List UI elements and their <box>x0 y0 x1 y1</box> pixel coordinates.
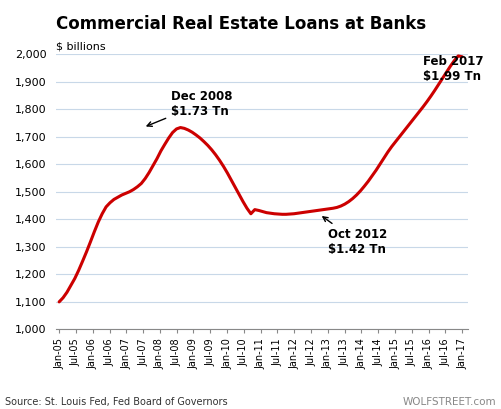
Text: Dec 2008
$1.73 Tn: Dec 2008 $1.73 Tn <box>147 90 232 126</box>
Text: Commercial Real Estate Loans at Banks: Commercial Real Estate Loans at Banks <box>56 15 426 33</box>
Text: $ billions: $ billions <box>56 41 106 51</box>
Text: Source: St. Louis Fed, Fed Board of Governors: Source: St. Louis Fed, Fed Board of Gove… <box>5 397 227 407</box>
Text: Feb 2017
$1.99 Tn: Feb 2017 $1.99 Tn <box>423 55 483 83</box>
Text: WOLFSTREET.com: WOLFSTREET.com <box>402 397 496 407</box>
Text: Oct 2012
$1.42 Tn: Oct 2012 $1.42 Tn <box>323 217 387 256</box>
